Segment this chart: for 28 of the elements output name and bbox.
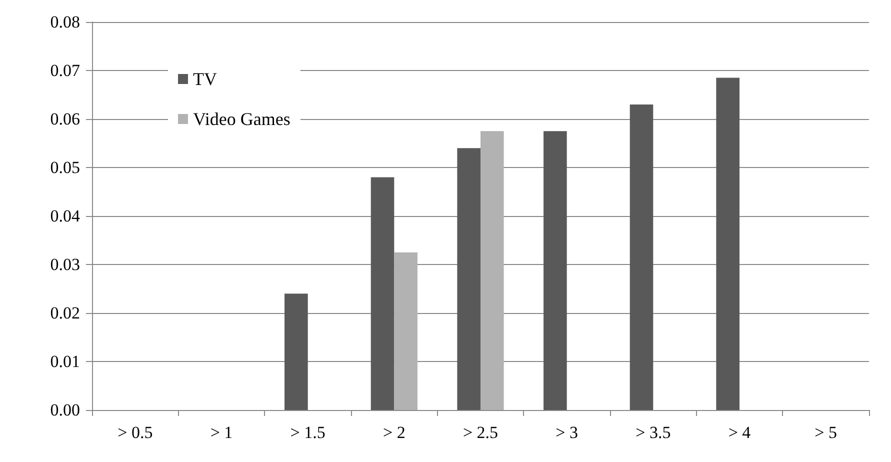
y-tick-label: 0.02 — [50, 304, 80, 322]
x-tick-label: > 2 — [382, 423, 406, 442]
x-tick-label: > 3.5 — [636, 423, 671, 442]
x-tick-label: > 1 — [210, 423, 233, 442]
y-tick-label: 0.05 — [50, 158, 80, 177]
x-tick-label: > 0.5 — [118, 423, 153, 442]
x-tick-label: > 5 — [814, 423, 838, 442]
legend-label: TV — [193, 69, 217, 89]
bar — [284, 294, 308, 410]
bar — [716, 78, 740, 410]
bar — [394, 252, 418, 410]
bar — [630, 104, 654, 410]
y-tick-label: 0.04 — [50, 206, 80, 226]
x-tick-label: > 2.5 — [462, 423, 498, 442]
y-tick-label: 0.08 — [50, 12, 80, 32]
x-tick-label: > 3 — [556, 423, 578, 442]
bar — [457, 148, 480, 410]
x-tick-label: > 4 — [728, 423, 752, 442]
legend-label: Video Games — [193, 109, 290, 129]
y-tick-label: 0.06 — [50, 110, 80, 128]
y-tick-label: 0.07 — [50, 61, 80, 80]
bar — [480, 131, 504, 410]
y-tick-label: 0.01 — [50, 352, 80, 371]
y-tick-label: 0.00 — [50, 400, 80, 420]
bar — [544, 131, 567, 410]
x-tick-label: > 1.5 — [290, 423, 326, 442]
y-tick-label: 0.03 — [50, 255, 80, 274]
bar — [370, 177, 394, 410]
